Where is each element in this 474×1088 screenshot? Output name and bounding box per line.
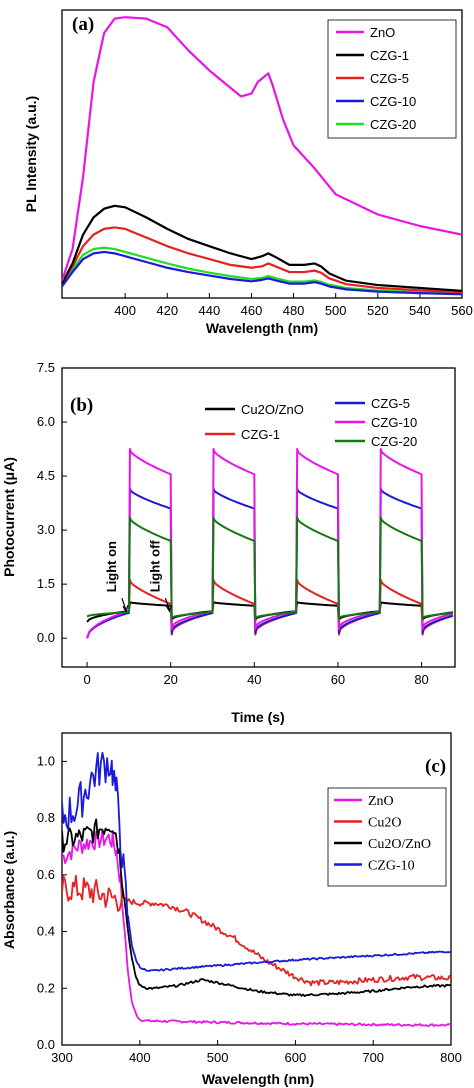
x-tick-label-c: 400 (129, 1050, 151, 1065)
x-tick-label-b: 80 (414, 672, 428, 687)
x-tick-label-c: 700 (362, 1050, 384, 1065)
series-line-a (62, 226, 462, 294)
series-line-b (86, 487, 454, 639)
annotation-arrow (164, 598, 171, 611)
x-tick-label-a: 400 (114, 303, 136, 318)
chart-panel-b: (b) 0 20 40 60 80 0.0 1.5 3.0 4.5 6.0 7.5 Cu2O/ZnO… (1, 360, 456, 725)
series-line-b (86, 448, 454, 639)
legend-c: ZnO Cu2O Cu2O/ZnO CZG-10 (334, 794, 431, 874)
annotation-arrow (121, 598, 127, 611)
annotation-arrowhead (165, 605, 173, 613)
y-axis-title-c: Absorbance (a.u.) (1, 831, 17, 949)
x-tick-label-b: 60 (331, 672, 345, 687)
y-axis-title-b: Photocurrent (μA) (1, 457, 17, 577)
tick-group-c: 300 400 500 600 700 800 0.0 0.2 0.4 0.6 0.8 1.0 (37, 753, 462, 1065)
series-line-c (62, 874, 451, 987)
series-line-c (62, 818, 451, 997)
legend-label-c: Cu2O (368, 816, 401, 831)
legend-label-b: CZG-10 (371, 415, 417, 430)
y-tick-label-b: 6.0 (37, 414, 55, 429)
annotation-label: Light on (104, 541, 119, 592)
annotation-arrowhead (122, 605, 129, 613)
panel-label-c: (c) (425, 756, 446, 777)
chart-panel-c: (c) 300 400 500 600 700 800 0.0 0.2 0.4 0.6 0.8 1.0… (1, 732, 462, 1087)
x-tick-label-c: 600 (285, 1050, 307, 1065)
legend-label-c: CZG-10 (368, 859, 415, 874)
x-tick-label-a: 420 (156, 303, 178, 318)
y-tick-label-b: 0.0 (37, 630, 55, 645)
series-line-a (62, 246, 462, 295)
x-tick-label-a: 540 (409, 303, 431, 318)
plot-frame-b (61, 367, 456, 668)
legend-label-a: CZG-20 (370, 117, 416, 132)
y-tick-label-b: 1.5 (37, 576, 55, 591)
x-axis-title-c: Wavelength (nm) (202, 1071, 314, 1087)
legend-label-b: CZG-1 (241, 427, 280, 442)
y-tick-label-c: 0.0 (37, 1037, 55, 1052)
x-tick-label-a: 560 (451, 303, 473, 318)
tick-group-a: 400 420 440 460 480 500 520 540 560 (114, 293, 473, 318)
tick-group-b: 0 20 40 60 80 0.0 1.5 3.0 4.5 6.0 7.5 (37, 360, 429, 687)
series-line-a (62, 16, 462, 282)
series-group-c (62, 751, 451, 1027)
legend-label-a: ZnO (370, 25, 395, 40)
legend-label-c: Cu2O/ZnO (368, 837, 431, 852)
panel-label-a: (a) (72, 14, 94, 35)
y-tick-label-c: 0.6 (37, 867, 55, 882)
series-line-a (62, 204, 462, 292)
y-tick-label-c: 1.0 (37, 753, 55, 768)
x-tick-label-a: 520 (367, 303, 389, 318)
x-tick-label-c: 800 (440, 1050, 462, 1065)
series-line-b (86, 578, 454, 639)
series-group-b (86, 448, 454, 639)
x-tick-label-a: 480 (283, 303, 305, 318)
annotation-label: Light off (147, 540, 162, 593)
series-line-c (62, 751, 451, 972)
y-tick-label-c: 0.2 (37, 980, 55, 995)
x-axis-title-a: Wavelength (nm) (206, 320, 318, 336)
y-tick-label-b: 3.0 (37, 522, 55, 537)
series-group-a (62, 16, 462, 296)
series-line-b (86, 516, 453, 620)
x-tick-label-b: 0 (83, 672, 90, 687)
x-tick-label-c: 500 (207, 1050, 229, 1065)
legend-label-b: CZG-5 (371, 396, 410, 411)
x-tick-label-a: 460 (241, 303, 263, 318)
x-axis-title-b: Time (s) (231, 709, 284, 725)
x-tick-label-a: 500 (325, 303, 347, 318)
annotation-group-b: Light on Light off (104, 540, 173, 613)
legend-label-b: Cu2O/ZnO (241, 402, 304, 417)
x-tick-label-b: 40 (247, 672, 261, 687)
x-tick-label-b: 20 (163, 672, 177, 687)
x-tick-label-c: 300 (51, 1050, 73, 1065)
legend-label-b: CZG-20 (371, 434, 417, 449)
legend-box-c (327, 787, 447, 887)
legend-label-a: CZG-5 (370, 71, 409, 86)
legend-b: Cu2O/ZnO CZG-1 CZG-5 CZG-10 CZG-20 (205, 396, 417, 449)
legend-label-a: CZG-10 (370, 94, 416, 109)
legend-label-a: CZG-1 (370, 48, 409, 63)
y-tick-label-c: 0.4 (37, 924, 55, 939)
x-tick-label-a: 440 (199, 303, 221, 318)
panel-label-b: (b) (70, 395, 93, 416)
legend-a: ZnO CZG-1 CZG-5 CZG-10 CZG-20 (336, 25, 416, 132)
y-tick-label-b: 4.5 (37, 468, 55, 483)
series-line-c (62, 829, 451, 1027)
chart-panel-a: (a) 400 420 440 460 480 500 520 540 560 ZnO CZG-1… (23, 9, 473, 336)
plot-frame-a (61, 9, 463, 299)
y-tick-label-c: 0.8 (37, 810, 55, 825)
legend-label-c: ZnO (368, 794, 394, 809)
series-line-a (62, 250, 462, 296)
y-tick-label-b: 7.5 (37, 360, 55, 375)
y-axis-title-a: PL Intensity (a.u.) (23, 96, 39, 212)
